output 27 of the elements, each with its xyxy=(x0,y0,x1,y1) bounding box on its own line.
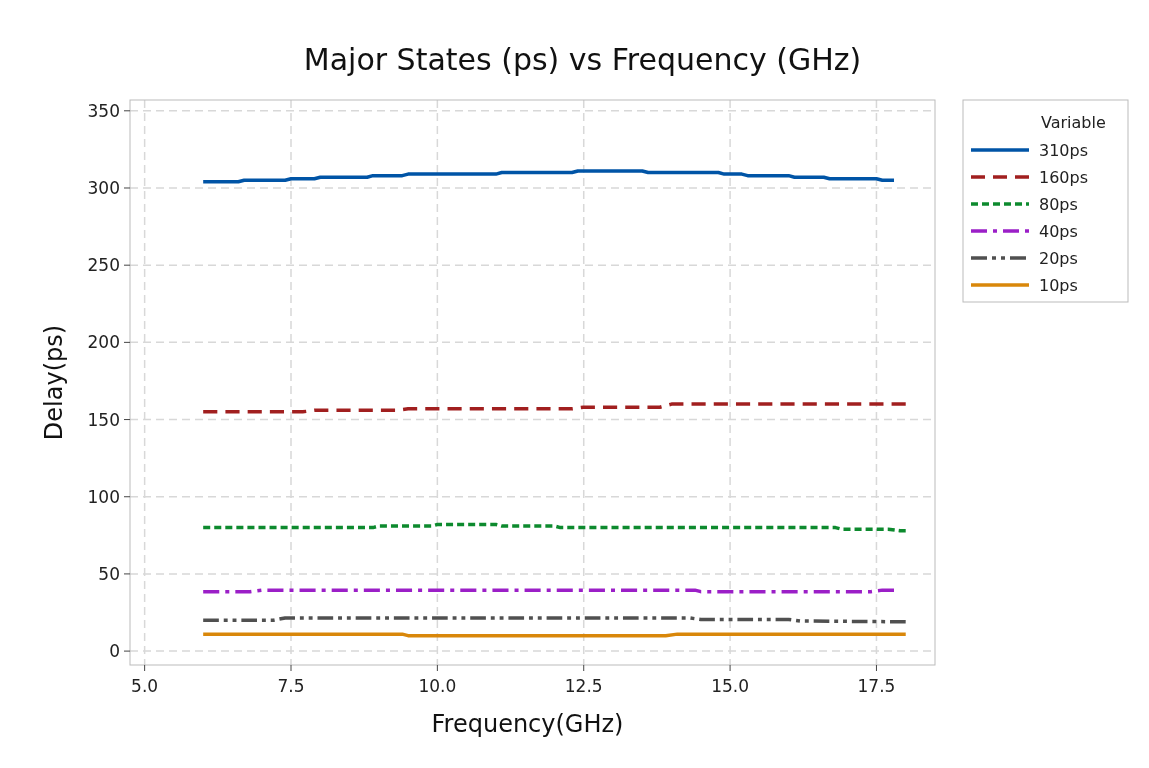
x-tick-label: 12.5 xyxy=(564,676,603,696)
y-tick-label: 50 xyxy=(98,563,120,584)
y-tick-label: 300 xyxy=(87,177,120,198)
legend-label: 310ps xyxy=(1039,141,1089,160)
x-axis-title: Frequency(GHz) xyxy=(431,710,624,738)
legend-title: Variable xyxy=(1041,113,1106,132)
x-tick-label: 10.0 xyxy=(418,676,457,696)
legend-label: 40ps xyxy=(1039,222,1078,241)
y-tick-label: 100 xyxy=(87,486,120,507)
line-series xyxy=(201,522,908,533)
legend-label: 160ps xyxy=(1039,168,1089,187)
x-tick-label: 15.0 xyxy=(711,676,750,696)
y-tick-label: 250 xyxy=(87,255,120,276)
legend-label: 10ps xyxy=(1039,276,1078,295)
line-series xyxy=(201,402,908,414)
legend-label: 80ps xyxy=(1039,195,1078,214)
legend-label: 20ps xyxy=(1039,249,1078,268)
y-tick-label: 350 xyxy=(87,100,120,121)
y-tick-label: 0 xyxy=(109,641,120,662)
x-tick-label: 17.5 xyxy=(857,676,896,696)
x-tick-label: 7.5 xyxy=(277,676,305,696)
chart-title: Major States (ps) vs Frequency (GHz) xyxy=(303,42,862,77)
y-tick-label: 200 xyxy=(87,332,120,353)
y-tick-label: 150 xyxy=(87,409,120,430)
line-series xyxy=(201,169,896,184)
y-axis-title: Delay(ps) xyxy=(40,324,68,441)
x-tick-label: 5.0 xyxy=(131,676,159,696)
